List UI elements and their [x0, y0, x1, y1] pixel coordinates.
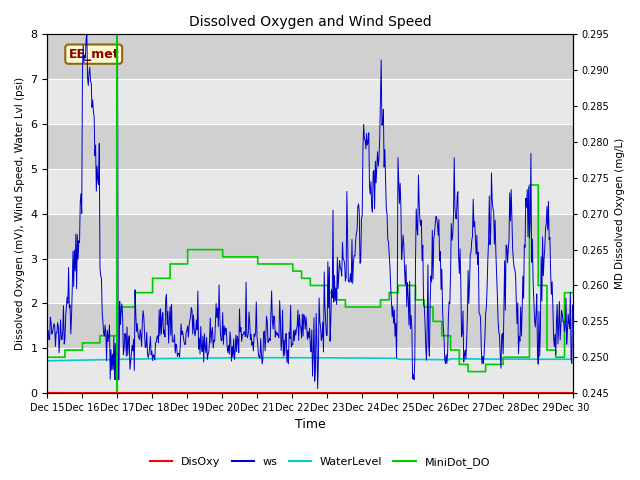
Y-axis label: MD Dissolved Oxygen (mg/L): MD Dissolved Oxygen (mg/L) — [615, 138, 625, 289]
Bar — [47, 259, 573, 303]
Legend: DisOxy, ws, WaterLevel, MiniDot_DO: DisOxy, ws, WaterLevel, MiniDot_DO — [145, 452, 495, 472]
Bar — [47, 214, 573, 259]
Bar — [47, 79, 573, 124]
Bar — [47, 35, 573, 79]
X-axis label: Time: Time — [294, 419, 325, 432]
Text: EE_met: EE_met — [68, 48, 119, 60]
Bar — [47, 348, 573, 393]
Bar — [47, 303, 573, 348]
Title: Dissolved Oxygen and Wind Speed: Dissolved Oxygen and Wind Speed — [189, 15, 431, 29]
Bar — [47, 124, 573, 169]
Bar — [47, 169, 573, 214]
Y-axis label: Dissolved Oxygen (mV), Wind Speed, Water Lvl (psi): Dissolved Oxygen (mV), Wind Speed, Water… — [15, 77, 25, 350]
